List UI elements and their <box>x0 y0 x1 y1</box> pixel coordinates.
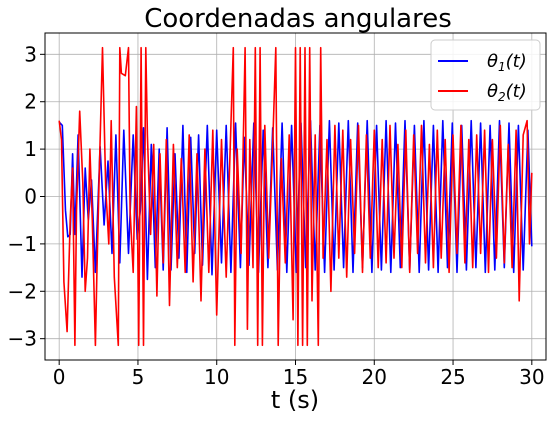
y-tick-label: −3 <box>8 327 37 351</box>
y-tick-label: 3 <box>24 42 37 66</box>
legend: θ1(t) θ2(t) <box>431 40 540 110</box>
x-tick-label: 5 <box>132 365 145 389</box>
x-tick-label: 25 <box>440 365 465 389</box>
y-tick-label: −2 <box>8 279 37 303</box>
x-tick-label: 30 <box>519 365 544 389</box>
x-tick-label: 10 <box>204 365 229 389</box>
legend-label-theta2: θ2(t) <box>487 81 527 104</box>
y-tick-label: 2 <box>24 90 37 114</box>
x-tick-label: 20 <box>362 365 387 389</box>
legend-label-theta1: θ1(t) <box>487 51 527 74</box>
x-tick-label: 0 <box>53 365 66 389</box>
y-tick-label: −1 <box>8 232 37 256</box>
x-axis-label: t (s) <box>271 386 319 414</box>
y-tick-label: 1 <box>24 137 37 161</box>
y-tick-label: 0 <box>24 185 37 209</box>
chart-title: Coordenadas angulares <box>144 4 452 34</box>
